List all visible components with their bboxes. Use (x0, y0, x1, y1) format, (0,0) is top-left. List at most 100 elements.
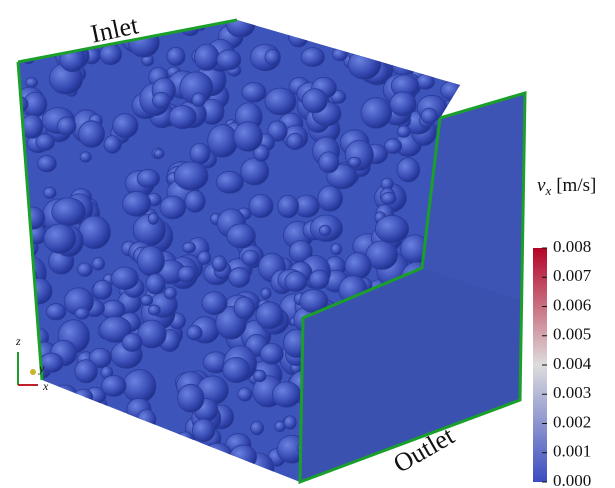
pore (137, 246, 164, 276)
pore (9, 294, 33, 319)
pore (234, 297, 255, 319)
pore (8, 296, 24, 311)
pore (384, 51, 401, 67)
subscript: x (544, 183, 551, 198)
pore (217, 50, 241, 70)
pore (21, 207, 45, 229)
pore (348, 50, 381, 79)
pore (112, 267, 139, 290)
pore (2, 286, 27, 312)
pore (101, 375, 126, 396)
pore (319, 225, 331, 236)
pore (285, 272, 307, 292)
pore (36, 134, 55, 151)
pore (57, 117, 76, 135)
pore (339, 20, 357, 39)
pore (7, 14, 27, 31)
pore (242, 83, 266, 103)
y-axis (30, 369, 36, 375)
pore (319, 152, 339, 173)
pore (230, 445, 257, 469)
unit: [m/s] (556, 175, 596, 196)
pore (122, 333, 142, 351)
pore (100, 44, 122, 65)
pore (444, 464, 457, 476)
pore (74, 389, 93, 405)
pore (185, 190, 205, 212)
pore (148, 213, 158, 224)
pore (420, 465, 445, 488)
pore (136, 464, 151, 480)
pore (355, 30, 368, 41)
pore (43, 465, 72, 488)
pore (75, 308, 89, 320)
pore (138, 455, 172, 488)
pore (112, 458, 144, 488)
pore (216, 171, 243, 193)
pore (226, 11, 255, 37)
colorbar-tick-label: 0.003 (553, 383, 591, 402)
colorbar-tick-label: 0.008 (553, 237, 591, 256)
pore (234, 122, 263, 152)
pore (238, 388, 252, 401)
pore (25, 321, 37, 331)
pore (446, 56, 456, 67)
colorbar-tick-label: 0.001 (553, 442, 591, 461)
pore (167, 47, 185, 65)
pore (318, 186, 343, 211)
pore (140, 473, 151, 483)
pore (58, 391, 71, 403)
pore (261, 288, 271, 299)
pore (164, 287, 176, 299)
pore (141, 295, 153, 306)
pore (75, 360, 98, 383)
pore (344, 40, 354, 49)
pore (177, 432, 194, 447)
colorbar-tick-label: 0.007 (553, 266, 592, 285)
pore (178, 266, 196, 282)
x-label: x (42, 379, 49, 393)
z-label: z (15, 334, 21, 348)
pore (183, 242, 196, 253)
pore (242, 250, 259, 266)
pore (397, 158, 420, 182)
pore (251, 421, 264, 435)
pore (137, 169, 159, 187)
pore (225, 472, 237, 483)
visualization: Inlet Outlet z y x vx[m/s] 0.0000.0010.0… (0, 0, 615, 488)
pore (278, 195, 299, 217)
pore (146, 274, 165, 294)
pore (122, 191, 150, 216)
pore (331, 243, 342, 255)
colorbar-tick-label: 0.006 (553, 295, 591, 314)
pore (78, 263, 93, 277)
pore (374, 34, 395, 54)
pore (23, 9, 53, 33)
pore (137, 410, 156, 431)
pore (178, 384, 204, 412)
pore (24, 278, 52, 304)
pore (44, 224, 76, 253)
pore (13, 470, 28, 484)
pore (260, 343, 283, 364)
pore (282, 14, 299, 31)
pore (208, 125, 238, 158)
pore (390, 92, 416, 116)
pore (253, 370, 266, 382)
pore (9, 96, 28, 112)
pore (21, 400, 34, 413)
pore (203, 443, 233, 468)
pore (227, 224, 256, 248)
y-label: y (38, 361, 45, 375)
pore (416, 19, 447, 44)
pore (93, 280, 112, 299)
pore (256, 302, 283, 329)
pore (223, 357, 250, 382)
pore (332, 48, 347, 61)
pore (302, 89, 327, 113)
pore (202, 292, 227, 315)
pore (174, 466, 197, 486)
pore (430, 40, 446, 54)
pore (265, 49, 280, 65)
pore (212, 256, 227, 272)
